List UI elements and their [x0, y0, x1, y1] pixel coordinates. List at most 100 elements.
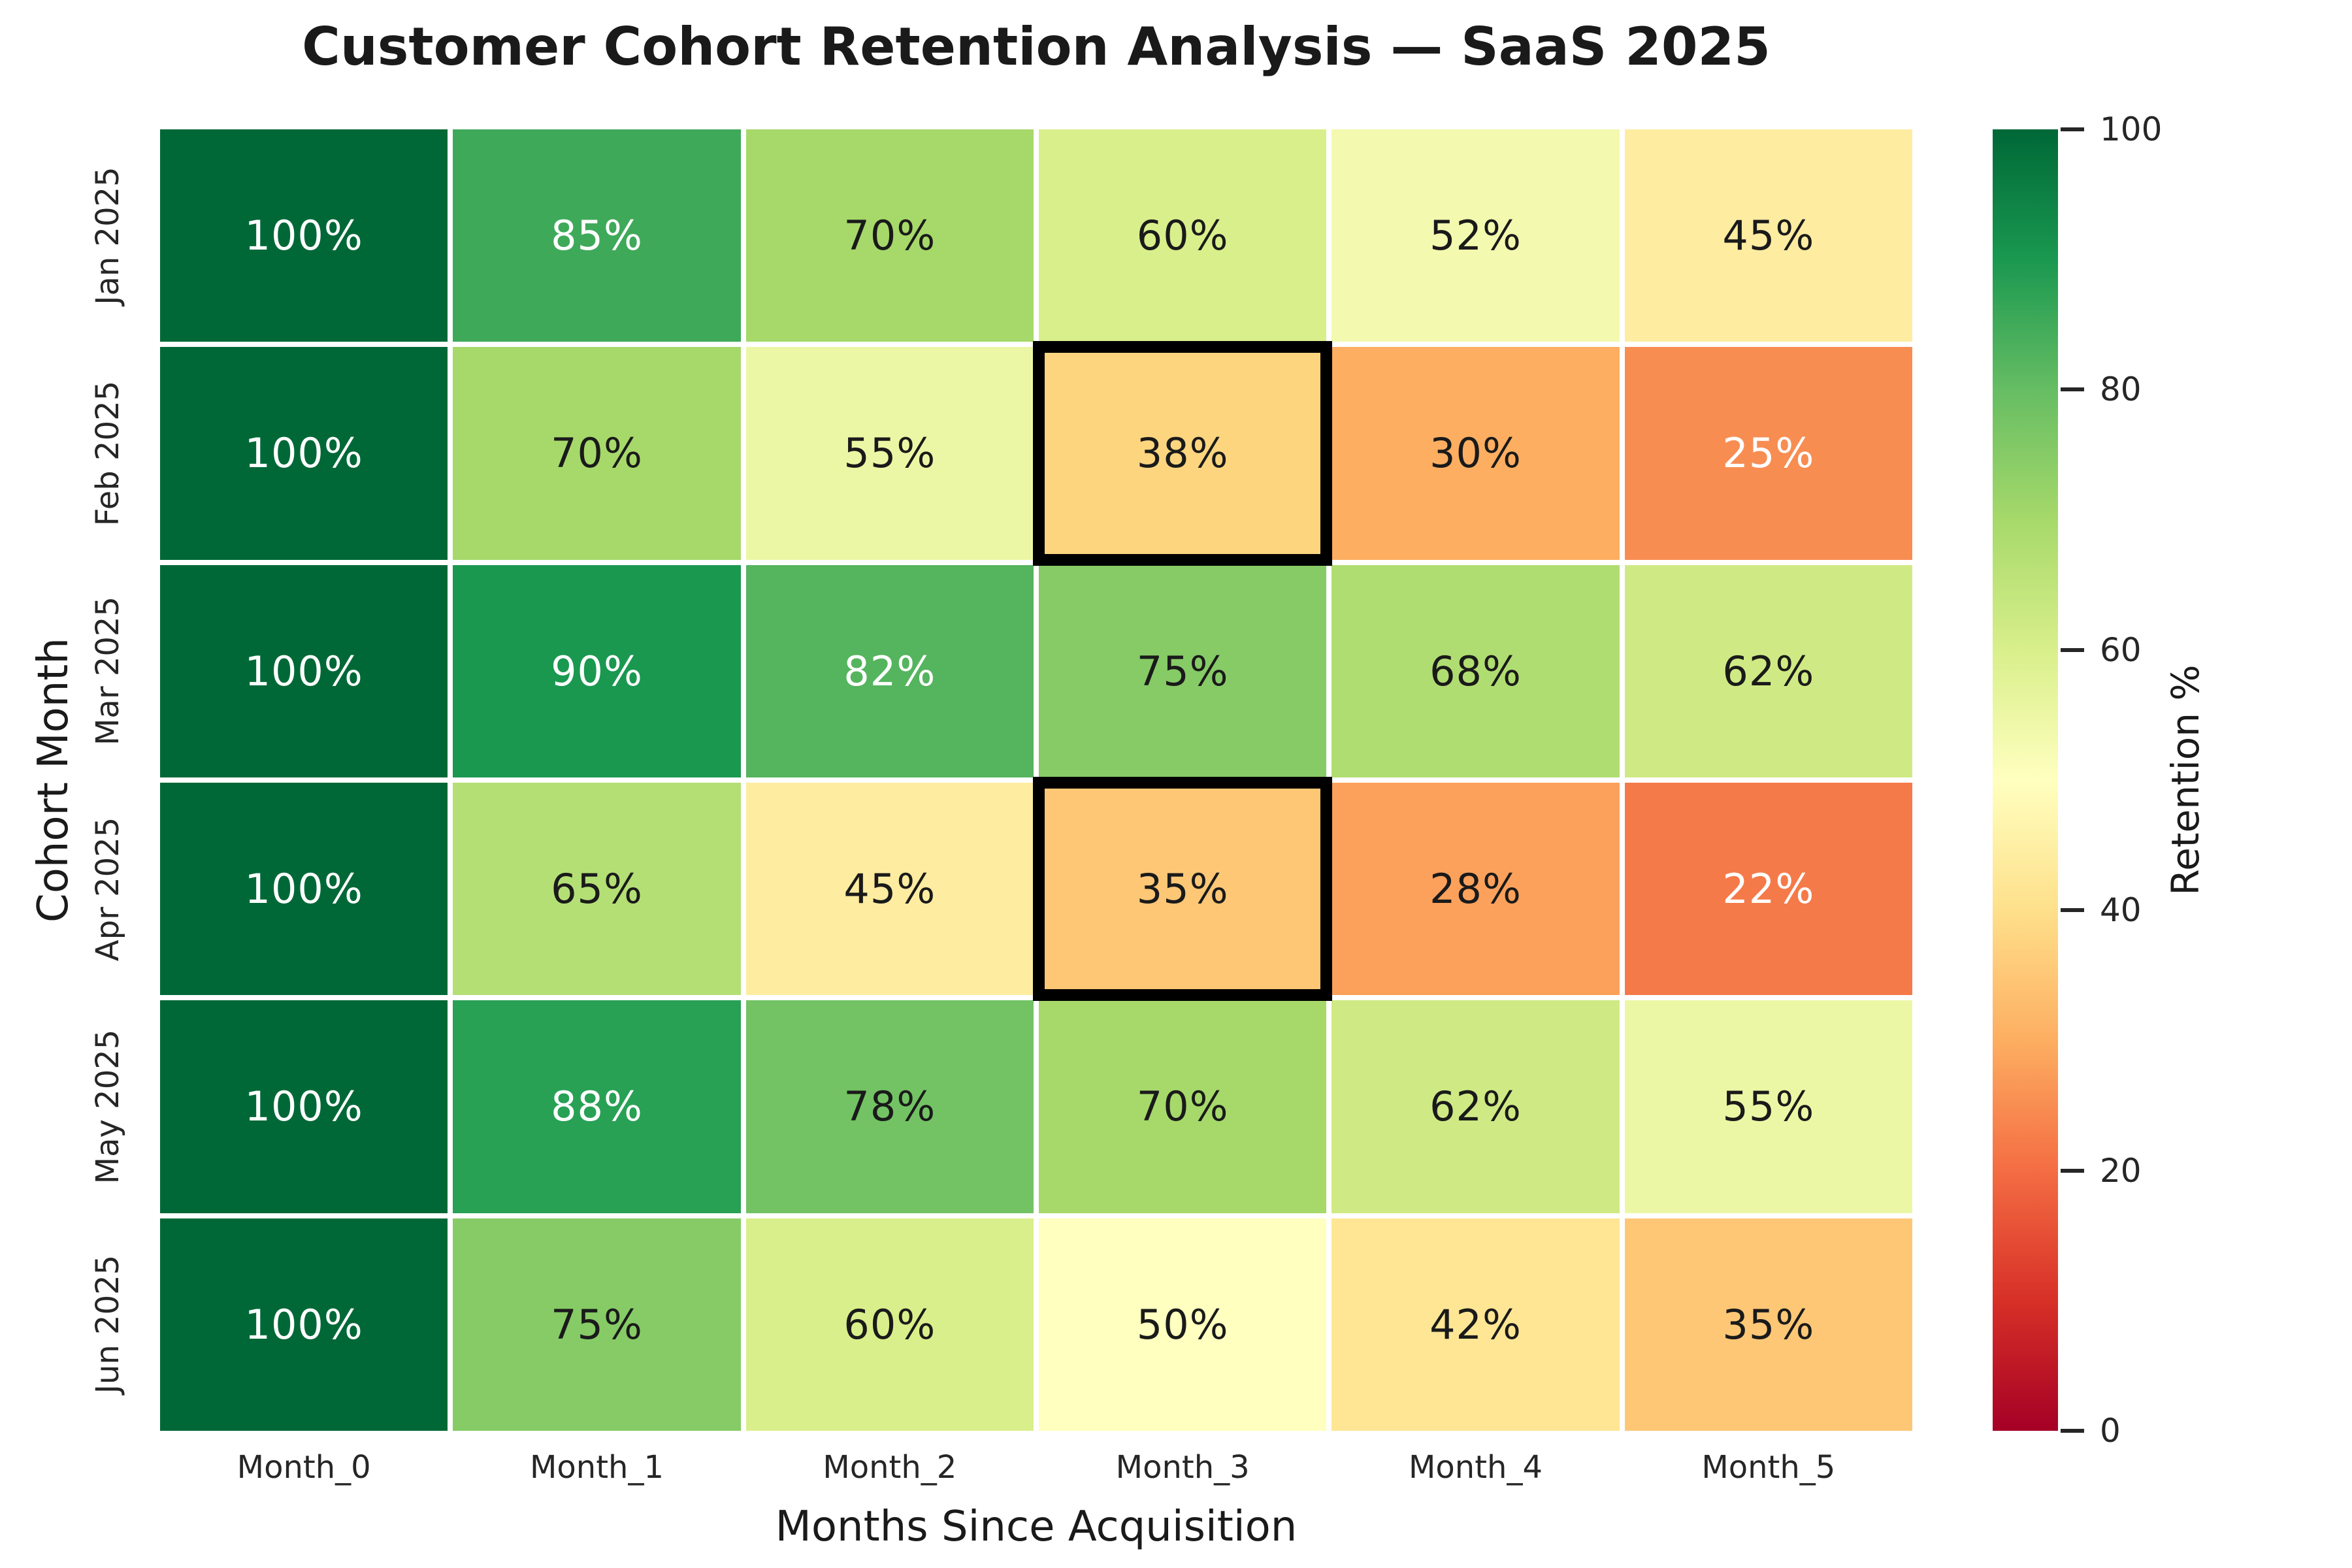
- cell-value: 60%: [1136, 212, 1229, 260]
- cell-value: 75%: [1136, 647, 1229, 695]
- heatmap-cell: 82%: [745, 564, 1034, 777]
- heatmap-cell: 52%: [1331, 129, 1620, 342]
- cell-value: 70%: [1136, 1083, 1229, 1131]
- heatmap-cell: 35%: [1624, 1218, 1912, 1431]
- heatmap-cell: 85%: [453, 129, 741, 342]
- heatmap-cell: 75%: [453, 1218, 741, 1431]
- cell-value: 65%: [551, 865, 643, 913]
- colorbar-tick-label: 0: [2100, 1412, 2121, 1450]
- row-label: Mar 2025: [90, 596, 126, 746]
- cell-value: 70%: [843, 212, 936, 260]
- heatmap-cell: 55%: [745, 347, 1034, 560]
- cell-value: 28%: [1429, 865, 1522, 913]
- heatmap-cell: 55%: [1624, 1000, 1912, 1213]
- col-label: Month_0: [237, 1449, 371, 1486]
- cell-value: 100%: [244, 212, 363, 260]
- cell-value: 70%: [551, 429, 643, 478]
- heatmap-cell: 65%: [453, 783, 741, 996]
- cell-value: 42%: [1429, 1300, 1522, 1348]
- cell-value: 45%: [843, 865, 936, 913]
- heatmap-cell: 100%: [160, 1000, 448, 1213]
- cell-value: 82%: [843, 647, 936, 695]
- colorbar-tick-mark: [2061, 387, 2084, 392]
- colorbar-tick-label: 20: [2100, 1151, 2142, 1190]
- cell-value: 100%: [244, 1300, 363, 1348]
- x-axis-label: Months Since Acquisition: [775, 1503, 1298, 1551]
- heatmap-cell: 28%: [1331, 783, 1620, 996]
- col-label: Month_5: [1701, 1449, 1836, 1486]
- colorbar-tick-label: 100: [2100, 110, 2163, 148]
- row-label: Jan 2025: [90, 166, 126, 305]
- heatmap-cell: 25%: [1624, 347, 1912, 560]
- cell-value: 100%: [244, 647, 363, 695]
- y-axis-label: Cohort Month: [29, 638, 78, 923]
- cell-value: 35%: [1722, 1300, 1815, 1348]
- cell-value: 55%: [843, 429, 936, 478]
- row-label: May 2025: [90, 1029, 126, 1184]
- colorbar-tick-mark: [2061, 647, 2084, 652]
- heatmap-cell: 60%: [1039, 129, 1327, 342]
- cell-value: 90%: [551, 647, 643, 695]
- heatmap-cell: 60%: [745, 1218, 1034, 1431]
- heatmap-cell: 62%: [1331, 1000, 1620, 1213]
- heatmap-cell: 100%: [160, 564, 448, 777]
- row-label: Feb 2025: [90, 380, 126, 527]
- heatmap-cell: 30%: [1331, 347, 1620, 560]
- cell-value: 60%: [843, 1300, 936, 1348]
- colorbar-tick-mark: [2061, 127, 2084, 131]
- colorbar-tick-mark: [2061, 1168, 2084, 1173]
- cell-value: 100%: [244, 865, 363, 913]
- heatmap-grid: 100% 85% 70% 60% 52% 45% 100% 70% 55% 38% 30% 25% 10…: [160, 129, 1912, 1431]
- heatmap-cell: 100%: [160, 347, 448, 560]
- colorbar-tick-label: 60: [2100, 630, 2142, 669]
- row-label: Apr 2025: [90, 817, 126, 961]
- heatmap-cell: 68%: [1331, 564, 1620, 777]
- heatmap-cell: 50%: [1039, 1218, 1327, 1431]
- cell-value: 22%: [1722, 865, 1815, 913]
- heatmap-cell: 62%: [1624, 564, 1912, 777]
- cell-value: 35%: [1136, 865, 1229, 913]
- cell-value: 75%: [551, 1300, 643, 1348]
- heatmap-cell-highlighted: 35%: [1032, 776, 1333, 1002]
- col-label: Month_4: [1409, 1449, 1543, 1486]
- heatmap-cell: 100%: [160, 129, 448, 342]
- chart-title: Customer Cohort Retention Analysis — Saa…: [302, 16, 1771, 77]
- col-label: Month_3: [1115, 1449, 1250, 1486]
- colorbar-label: Retention %: [2163, 664, 2208, 896]
- heatmap-cell: 78%: [745, 1000, 1034, 1213]
- row-label: Jun 2025: [90, 1255, 126, 1394]
- cell-value: 68%: [1429, 647, 1522, 695]
- heatmap-cell: 90%: [453, 564, 741, 777]
- heatmap-cell: 45%: [745, 783, 1034, 996]
- heatmap-cell: 42%: [1331, 1218, 1620, 1431]
- heatmap-cell: 88%: [453, 1000, 741, 1213]
- cell-value: 88%: [551, 1083, 643, 1131]
- colorbar-tick-mark: [2061, 908, 2084, 913]
- colorbar-tick-label: 80: [2100, 370, 2142, 409]
- heatmap-cell: 100%: [160, 1218, 448, 1431]
- heatmap-cell: 70%: [1039, 1000, 1327, 1213]
- cell-value: 30%: [1429, 429, 1522, 478]
- colorbar-gradient: [1993, 129, 2058, 1431]
- cell-value: 78%: [843, 1083, 936, 1131]
- heatmap-cell: 100%: [160, 783, 448, 996]
- heatmap-cell: 45%: [1624, 129, 1912, 342]
- cell-value: 50%: [1136, 1300, 1229, 1348]
- cell-value: 100%: [244, 429, 363, 478]
- colorbar-tick-label: 40: [2100, 891, 2142, 930]
- col-label: Month_2: [823, 1449, 957, 1486]
- heatmap-cell: 70%: [745, 129, 1034, 342]
- cell-value: 62%: [1722, 647, 1815, 695]
- cell-value: 52%: [1429, 212, 1522, 260]
- cell-value: 62%: [1429, 1083, 1522, 1131]
- cell-value: 38%: [1136, 429, 1229, 478]
- cell-value: 55%: [1722, 1083, 1815, 1131]
- col-label: Month_1: [530, 1449, 664, 1486]
- heatmap-cell: 75%: [1039, 564, 1327, 777]
- heatmap-cell: 70%: [453, 347, 741, 560]
- heatmap-cell: 22%: [1624, 783, 1912, 996]
- colorbar-tick-mark: [2061, 1429, 2084, 1433]
- heatmap-cell-highlighted: 38%: [1032, 341, 1333, 566]
- cell-value: 25%: [1722, 429, 1815, 478]
